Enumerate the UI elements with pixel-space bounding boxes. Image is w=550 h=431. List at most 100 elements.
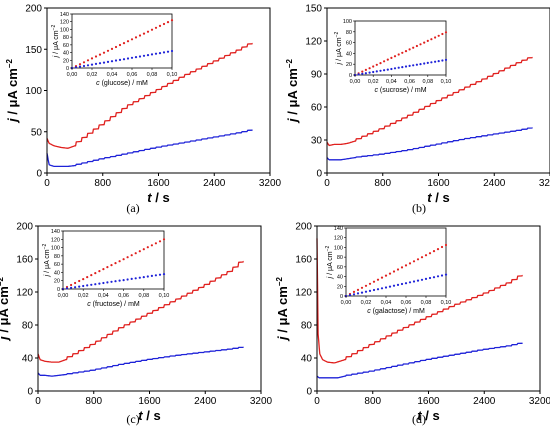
y-tick-label: 80 — [22, 321, 34, 332]
inset-x-tick-label: 0,04 — [107, 72, 118, 78]
inset-point-blue — [138, 55, 142, 58]
inset-x-tick-label: 0,04 — [98, 293, 109, 299]
inset-point-blue — [90, 283, 93, 286]
inset-point-blue — [146, 54, 150, 57]
series-line-blue — [326, 127, 533, 161]
inset-y-tick-label: 60 — [346, 41, 352, 47]
inset-point-blue — [364, 72, 367, 75]
inset-point-blue — [434, 60, 437, 63]
inset-point-blue — [408, 64, 411, 67]
inset-x-tick-label: 0,08 — [138, 293, 149, 299]
inset-point-red — [428, 252, 432, 255]
inset-x-tick-label: 0,00 — [58, 293, 69, 299]
inset-point-blue — [78, 65, 82, 68]
inset-point-blue — [138, 276, 141, 279]
inset-point-red — [146, 246, 149, 249]
inset-y-tick-label: 80 — [63, 35, 69, 41]
inset-point-red — [90, 274, 93, 277]
inset-y-tick-label: 20 — [54, 279, 60, 285]
x-tick-label: 2400 — [194, 396, 217, 407]
chart-panel-b: 08001600240032000306090120150t / sj / μA… — [285, 4, 550, 215]
inset-point-red — [154, 242, 157, 245]
inset-point-blue — [162, 273, 166, 276]
y-axis-unit: / μA cm — [5, 68, 20, 118]
inset-point-blue — [408, 281, 412, 284]
inset-point-blue — [114, 280, 117, 283]
y-tick-label: 120 — [16, 288, 33, 299]
y-tick-label: 40 — [22, 354, 34, 365]
inset-point-red — [368, 282, 372, 285]
inset-point-blue — [158, 52, 162, 55]
inset-point-red — [444, 243, 448, 247]
inset-point-blue — [130, 56, 134, 59]
y-tick-label: 160 — [16, 255, 33, 266]
y-tick-label: 80 — [301, 321, 313, 332]
inset-frame — [71, 13, 173, 69]
inset-x-text: (sucrose) / mM — [378, 87, 427, 94]
inset-y-tick-label: 80 — [337, 255, 343, 261]
inset-point-blue — [404, 282, 408, 285]
inset-point-red — [437, 34, 440, 37]
inset-point-red — [364, 68, 367, 71]
inset-point-red — [146, 30, 150, 33]
inset-y-unit: / μA cm — [327, 251, 334, 277]
inset-point-red — [82, 278, 85, 281]
inset-y-tick-label: 20 — [63, 58, 69, 64]
inset-point-blue — [444, 273, 448, 276]
y-tick-label: 30 — [311, 136, 323, 147]
inset-point-blue — [70, 286, 73, 289]
inset-point-red — [90, 57, 94, 60]
inset-point-red — [106, 266, 109, 269]
y-axis-unit: / μA cm — [285, 68, 300, 118]
inset-y-tick-label: 20 — [337, 284, 343, 290]
series-line-blue — [46, 129, 253, 168]
inset-point-blue — [158, 273, 162, 276]
inset-point-blue — [368, 289, 372, 292]
inset-point-red — [386, 58, 389, 61]
inset-chart: 0,00 0,02 0,04 0,06 0,08 0,10 0 20 40 60 80 100 120 1… — [42, 229, 169, 308]
x-tick-label: 800 — [85, 396, 102, 407]
inset-y-tick-label: 80 — [346, 30, 352, 36]
inset-point-blue — [106, 281, 109, 284]
inset-point-red — [114, 45, 118, 49]
inset-y-title: j / μA cm−2 — [325, 245, 334, 279]
inset-x-tick-label: 0,08 — [422, 79, 433, 85]
inset-y-tick-label: 0 — [66, 66, 69, 72]
inset-point-red — [134, 36, 138, 39]
inset-x-tick-label: 0,02 — [361, 300, 372, 306]
inset-point-blue — [376, 288, 380, 291]
inset-point-red — [158, 24, 162, 27]
inset-point-red — [361, 70, 364, 73]
inset-x-tick-label: 0,06 — [118, 293, 129, 299]
inset-y-tick-label: 40 — [346, 51, 352, 57]
inset-point-red — [384, 274, 388, 277]
inset-point-blue — [383, 69, 386, 72]
inset-point-blue — [390, 67, 393, 71]
inset-point-red — [142, 248, 145, 251]
x-tick-label: 2400 — [203, 178, 226, 189]
y-tick-label: 100 — [25, 86, 42, 97]
inset-point-blue — [444, 58, 448, 62]
inset-point-blue — [74, 286, 77, 289]
inset-point-blue — [78, 285, 81, 288]
x-tick-label: 3200 — [250, 396, 273, 407]
y-tick-label: 200 — [295, 222, 312, 233]
inset-y-tick-label: 80 — [54, 254, 60, 260]
x-axis-title: t / s — [417, 408, 439, 423]
inset-x-tick-label: 0,02 — [368, 79, 379, 85]
inset-point-red — [412, 260, 416, 263]
inset-y-tick-label: 0 — [349, 73, 352, 79]
inset-point-blue — [428, 276, 432, 280]
y-axis-exponent: −2 — [0, 277, 5, 287]
inset-y-tick-label: 120 — [51, 237, 60, 243]
inset-point-red — [118, 43, 122, 47]
inset-x-title: c (fructose) / mM — [87, 301, 140, 308]
inset-point-red — [166, 21, 170, 24]
x-tick-label: 3200 — [529, 396, 550, 407]
inset-point-blue — [380, 287, 384, 290]
inset-point-red — [388, 272, 392, 275]
inset-y-tick-label: 100 — [60, 27, 69, 33]
